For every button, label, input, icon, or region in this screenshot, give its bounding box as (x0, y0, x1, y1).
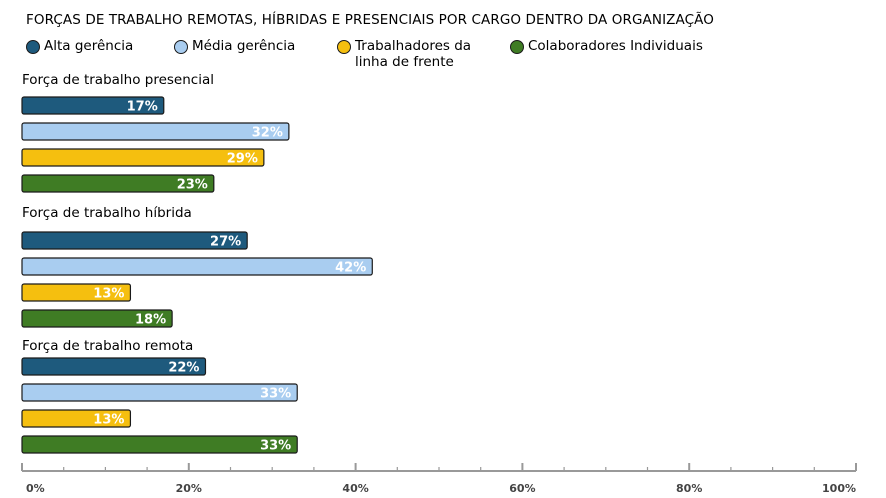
group-label-hibrida: Força de trabalho híbrida (22, 205, 192, 221)
bar (21, 283, 132, 302)
bar-value-label: 33% (260, 439, 291, 454)
bar-value-label: 13% (93, 413, 124, 428)
bar (21, 357, 207, 376)
legend-dot-icon (174, 40, 188, 54)
legend-item-linha-de-frente: Trabalhadores da linha de frente (337, 38, 471, 70)
bar-value-label: 17% (127, 100, 158, 115)
bar (21, 383, 298, 402)
bar (21, 174, 215, 193)
legend-item-colaboradores: Colaboradores Individuais (510, 38, 703, 54)
bar (21, 96, 165, 115)
x-tick-label: 80% (676, 482, 702, 495)
legend-dot-icon (26, 40, 40, 54)
legend-label: Colaboradores Individuais (528, 38, 703, 54)
group-label-presencial: Força de trabalho presencial (22, 72, 214, 88)
legend-item-media-gerencia: Média gerência (174, 38, 295, 54)
bar (21, 231, 248, 250)
legend-label: Média gerência (192, 38, 296, 54)
bar (21, 257, 373, 276)
x-tick-label: 40% (342, 482, 368, 495)
bar (21, 409, 132, 428)
bar-value-label: 27% (210, 235, 241, 250)
bar (21, 309, 173, 328)
legend-item-alta-gerencia: Alta gerência (26, 38, 133, 54)
legend-dot-icon (337, 40, 351, 54)
bar (21, 122, 290, 141)
legend-label: Trabalhadores da linha de frente (355, 38, 472, 70)
group-label-remota: Força de trabalho remota (22, 338, 194, 354)
bar-value-label: 13% (93, 287, 124, 302)
bar-value-label: 42% (335, 261, 366, 276)
bar-value-label: 29% (227, 152, 258, 167)
legend-label: Alta gerência (44, 38, 134, 54)
bar-value-label: 33% (260, 387, 291, 402)
x-tick-label: 0% (26, 482, 45, 495)
x-tick-label: 20% (176, 482, 202, 495)
bar-value-label: 32% (252, 126, 283, 141)
x-tick-label: 60% (509, 482, 535, 495)
bar (21, 148, 265, 167)
chart-title: FORÇAS DE TRABALHO REMOTAS, HÍBRIDAS E P… (26, 12, 714, 28)
x-tick-label: 100% (822, 482, 856, 495)
bar-value-label: 18% (135, 313, 166, 328)
legend-dot-icon (510, 40, 524, 54)
bar-value-label: 23% (177, 178, 208, 193)
bar-value-label: 22% (168, 361, 199, 376)
bar (21, 435, 298, 454)
